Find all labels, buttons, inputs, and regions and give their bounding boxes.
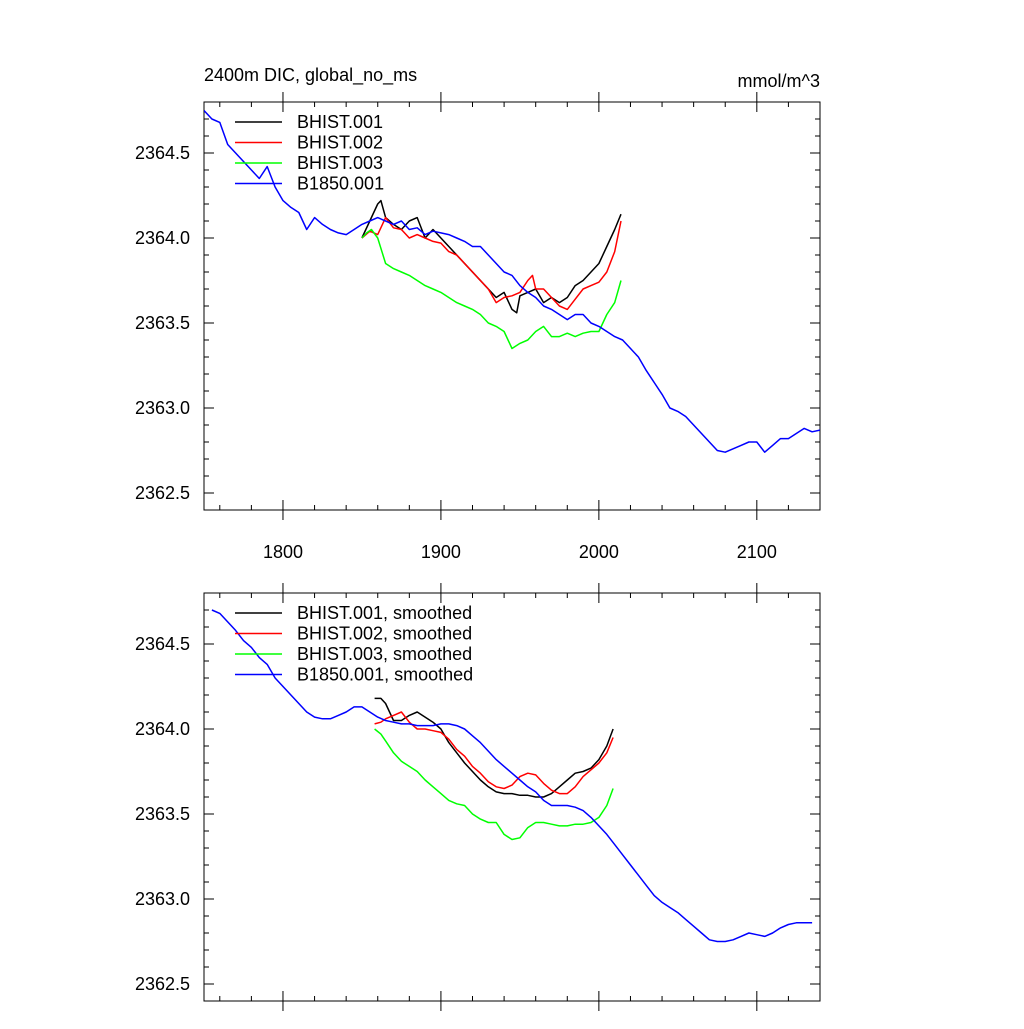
bottom-ytick-label: 2363.5 [135,804,190,824]
bottom-series-line [211,609,813,943]
top-ytick-label: 2364.5 [135,143,190,163]
top-series-line [204,109,820,453]
bottom-series-line [374,728,614,841]
bottom-legend-label: B1850.001, smoothed [297,665,473,685]
top-legend-label: B1850.001 [297,174,384,194]
top-series-line [361,228,622,350]
bottom-legend-label: BHIST.001, smoothed [297,603,472,623]
top-xtick-label: 2000 [579,542,619,562]
top-xtick-label: 2100 [737,542,777,562]
bottom-series-line [374,711,614,795]
top-series-group [204,109,820,453]
top-legend-label: BHIST.002 [297,133,383,153]
top-legend-label: BHIST.001 [297,112,383,132]
units-label: mmol/m^3 [738,71,820,91]
top-ytick-label: 2364.0 [135,228,190,248]
top-ytick-label: 2363.5 [135,313,190,333]
bottom-panel: 2362.5 2363.0 2363.5 2364.0 2364.5 BHIST.001,… [135,583,821,1011]
top-xtick-label: 1800 [263,542,303,562]
top-panel: 2362.5 2363.0 2363.5 2364.0 2364.5 1800 1900 20… [135,92,821,562]
bottom-ytick-label: 2363.0 [135,889,190,909]
bottom-legend-label: BHIST.003, smoothed [297,644,472,664]
bottom-ytick-label: 2362.5 [135,974,190,994]
bottom-ytick-label: 2364.5 [135,634,190,654]
bottom-series-group [211,609,813,943]
bottom-series-line [374,697,614,798]
figure-title: 2400m DIC, global_no_ms [204,65,417,86]
top-series-line [361,216,622,311]
top-legend-label: BHIST.003 [297,153,383,173]
top-xtick-label: 1900 [421,542,461,562]
bottom-legend-label: BHIST.002, smoothed [297,624,472,644]
top-ytick-label: 2362.5 [135,483,190,503]
bottom-ytick-label: 2364.0 [135,719,190,739]
top-series-line [361,199,622,314]
top-ytick-label: 2363.0 [135,398,190,418]
